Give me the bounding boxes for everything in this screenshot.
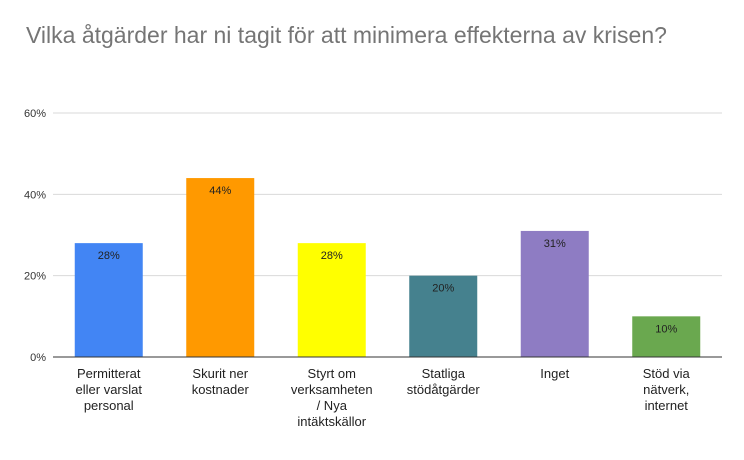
category-label: Stöd via nätverk, internet xyxy=(643,366,691,413)
bar xyxy=(520,230,589,357)
y-tick-label: 20% xyxy=(24,271,46,283)
data-label: 31% xyxy=(544,238,566,250)
y-axis-ticks: 0% 20% 40% 60% xyxy=(24,108,46,364)
y-tick-label: 0% xyxy=(30,352,46,364)
category-label: Statliga stödåtgärder xyxy=(407,366,481,397)
y-tick-label: 40% xyxy=(24,189,46,201)
bar xyxy=(297,243,366,357)
bars xyxy=(74,178,701,357)
category-label: Permitterat eller varslat personal xyxy=(76,366,143,413)
bar xyxy=(409,275,478,357)
data-label: 28% xyxy=(98,250,120,262)
bar xyxy=(186,178,255,357)
category-label: Skurit ner kostnader xyxy=(192,366,250,397)
y-tick-label: 60% xyxy=(24,108,46,120)
data-label: 20% xyxy=(432,283,454,295)
category-label: Styrt om verksamheten / Nya intäktskällor xyxy=(291,366,373,429)
gridlines xyxy=(53,112,722,277)
data-labels: 28% 44% 28% 20% 31% 10% xyxy=(98,185,678,335)
category-labels: Permitterat eller varslat personal Skurit n… xyxy=(76,366,691,429)
bar xyxy=(632,316,701,357)
bar xyxy=(74,243,143,357)
category-label: Inget xyxy=(540,366,569,381)
data-label: 44% xyxy=(209,185,231,197)
data-label: 10% xyxy=(655,323,677,335)
data-label: 28% xyxy=(321,250,343,262)
chart-title: Vilka åtgärder har ni tagit för att mini… xyxy=(26,22,667,48)
